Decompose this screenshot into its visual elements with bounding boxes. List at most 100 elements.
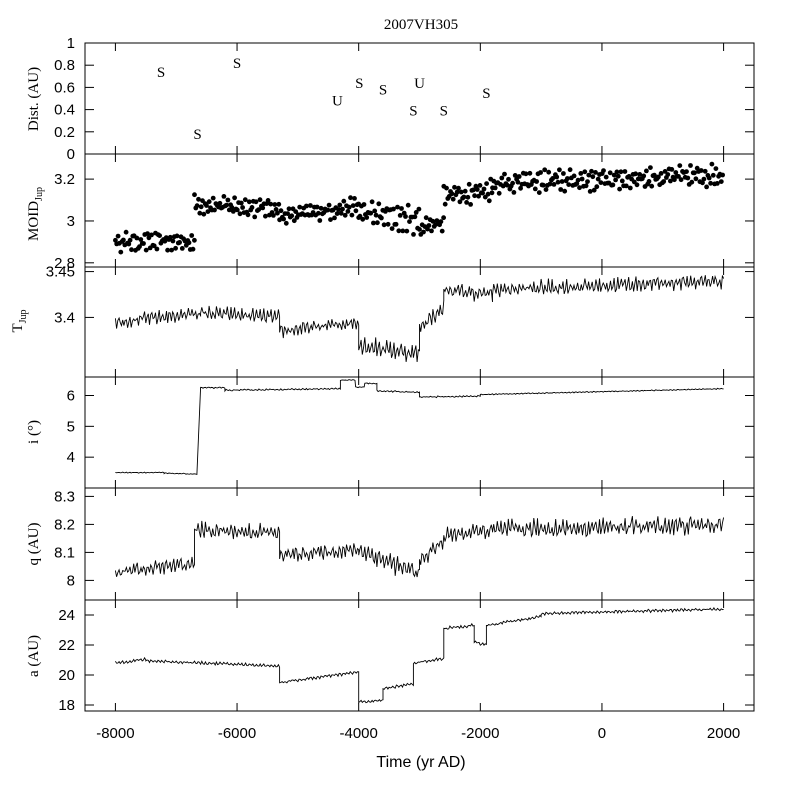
scatter-point [476,193,481,199]
scatter-point [502,171,507,177]
scatter-point [224,202,230,208]
scatter-point [196,196,201,202]
scatter-point [186,240,192,246]
scatter-point [610,182,616,188]
scatter-point [518,185,523,191]
y-tick-label: 0.4 [54,102,75,119]
scatter-point [561,171,566,176]
scatter-point [700,180,705,186]
scatter-point [308,203,313,208]
y-axis-label-moid-main: MOID [26,201,42,241]
scatter-point [350,203,356,209]
plot-frame [84,599,755,712]
scatter-point [591,187,597,193]
scatter-point [240,205,246,210]
scatter-point [421,229,426,235]
scatter-point [162,238,168,244]
scatter-point [325,207,331,213]
y-axis-label-moid: MOIDJup [26,187,45,241]
y-axis-label-perihelion: q (AU) [26,523,42,566]
scatter-point [121,237,126,243]
scatter-point [404,228,410,234]
scatter-point [603,174,609,180]
scatter-point [430,218,436,224]
scatter-point [714,181,720,186]
scatter-point [412,214,418,220]
scatter-point [206,199,212,205]
scatter-point [336,207,341,212]
scatter-point [429,228,434,234]
series-line [114,274,725,363]
scatter-point [403,214,408,219]
scatter-point [317,218,323,223]
scatter-point [641,173,647,179]
panel-perihelion: 8 8.1 8.2 8.3 q (AU) [26,487,755,601]
x-tick-label: 0 [598,725,606,742]
y-tick-label: 0.8 [54,57,75,74]
scatter-point [499,175,505,181]
scatter-point [702,168,708,174]
scatter-point [506,176,511,182]
scatter-point [575,177,581,183]
scatter-point [293,209,299,215]
scatter-point [252,214,258,220]
scatter-point [590,174,596,180]
y-axis-label-distance: Dist. (AU) [26,67,42,131]
scatter-point [113,237,118,243]
scatter-point [550,176,556,181]
scatter-point [126,241,132,247]
y-tick-label: 8.1 [54,544,75,561]
scatter-point [314,204,320,210]
scatter-point [484,181,489,187]
plot-frame [84,42,755,155]
scatter-point [562,188,568,194]
scatter-point [454,189,460,195]
y-axis-label-tjup-main: T [10,323,26,332]
scatter-point [465,194,471,200]
series-line [114,516,725,578]
scatter-point [708,180,713,186]
scatter-point [190,246,196,252]
scatter-point [583,183,589,189]
scatter-point [472,193,477,199]
scatter-point [485,191,491,197]
scatter-point [389,226,395,232]
scatter-point [633,171,638,177]
scatter-point [557,167,562,173]
scatter-point [649,183,655,189]
encounter-marker: S [379,83,387,99]
scatter-point [353,208,359,214]
scatter-point [709,161,715,167]
scatter-point [337,202,343,208]
scatter-point [115,233,121,239]
y-tick-label: 8.3 [54,488,75,505]
scatter-point [397,213,403,218]
scatter-point [646,179,652,184]
scatter-point [558,187,564,192]
scatter-point [676,174,681,179]
scatter-point [271,213,276,218]
scatter-point [466,181,472,187]
encounter-marker: S [233,56,241,72]
scatter-point [579,176,585,182]
x-tick-label: -6000 [218,725,256,742]
scatter-point [515,179,521,185]
scatter-point [618,169,624,175]
scatter-point [238,200,244,206]
scatter-point [169,247,175,253]
scatter-point [342,212,348,218]
scatter-point [462,188,468,194]
scatter-point [444,185,449,191]
y-tick-label: 3.4 [54,309,75,326]
y-tick-label: 24 [58,607,75,624]
scatter-point [286,206,292,212]
scatter-point [341,198,347,204]
scatter-point [245,212,251,218]
scatter-point [129,247,134,253]
scatter-point [281,216,286,222]
scatter-point [192,192,197,198]
scatter-point [492,185,498,191]
scatter-point [587,189,593,194]
encounter-marker: S [440,104,448,120]
plot-frame [84,266,755,378]
